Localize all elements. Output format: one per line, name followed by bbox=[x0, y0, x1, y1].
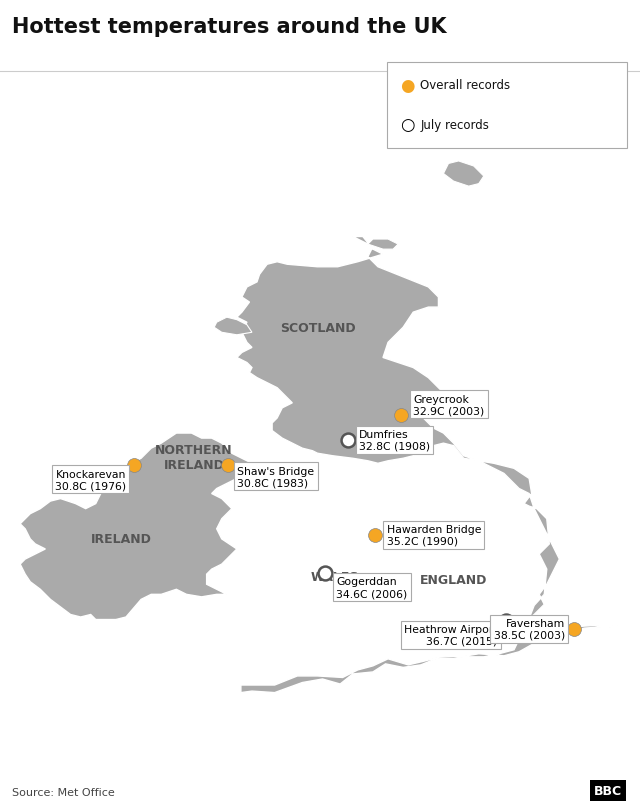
Text: Dumfries
32.8C (1908): Dumfries 32.8C (1908) bbox=[359, 429, 430, 451]
Text: Hawarden Bridge
35.2C (1990): Hawarden Bridge 35.2C (1990) bbox=[387, 525, 481, 546]
Text: ●: ● bbox=[401, 77, 415, 95]
Text: Source: Met Office: Source: Met Office bbox=[12, 788, 115, 797]
Text: IRELAND: IRELAND bbox=[90, 533, 152, 545]
Text: Greycrook
32.9C (2003): Greycrook 32.9C (2003) bbox=[413, 394, 484, 415]
Text: ENGLAND: ENGLAND bbox=[420, 573, 487, 586]
Polygon shape bbox=[214, 318, 252, 335]
Polygon shape bbox=[444, 162, 484, 187]
Text: Shaw's Bridge
30.8C (1983): Shaw's Bridge 30.8C (1983) bbox=[237, 466, 314, 488]
Text: Faversham
38.5C (2003): Faversham 38.5C (2003) bbox=[493, 618, 565, 640]
Polygon shape bbox=[20, 434, 252, 620]
Text: SCOTLAND: SCOTLAND bbox=[280, 322, 355, 334]
Text: WALES: WALES bbox=[311, 570, 359, 584]
Polygon shape bbox=[368, 240, 398, 249]
Text: BBC: BBC bbox=[594, 784, 622, 797]
Text: Overall records: Overall records bbox=[420, 79, 511, 92]
Text: July records: July records bbox=[420, 119, 490, 132]
Text: NORTHERN
IRELAND: NORTHERN IRELAND bbox=[156, 444, 233, 472]
Text: Hottest temperatures around the UK: Hottest temperatures around the UK bbox=[12, 17, 446, 37]
Text: Knockarevan
30.8C (1976): Knockarevan 30.8C (1976) bbox=[55, 469, 126, 491]
Text: Heathrow Airport
36.7C (2015): Heathrow Airport 36.7C (2015) bbox=[404, 624, 497, 646]
Text: ○: ○ bbox=[401, 116, 415, 134]
Polygon shape bbox=[237, 237, 618, 693]
Text: Gogerddan
34.6C (2006): Gogerddan 34.6C (2006) bbox=[336, 577, 408, 598]
